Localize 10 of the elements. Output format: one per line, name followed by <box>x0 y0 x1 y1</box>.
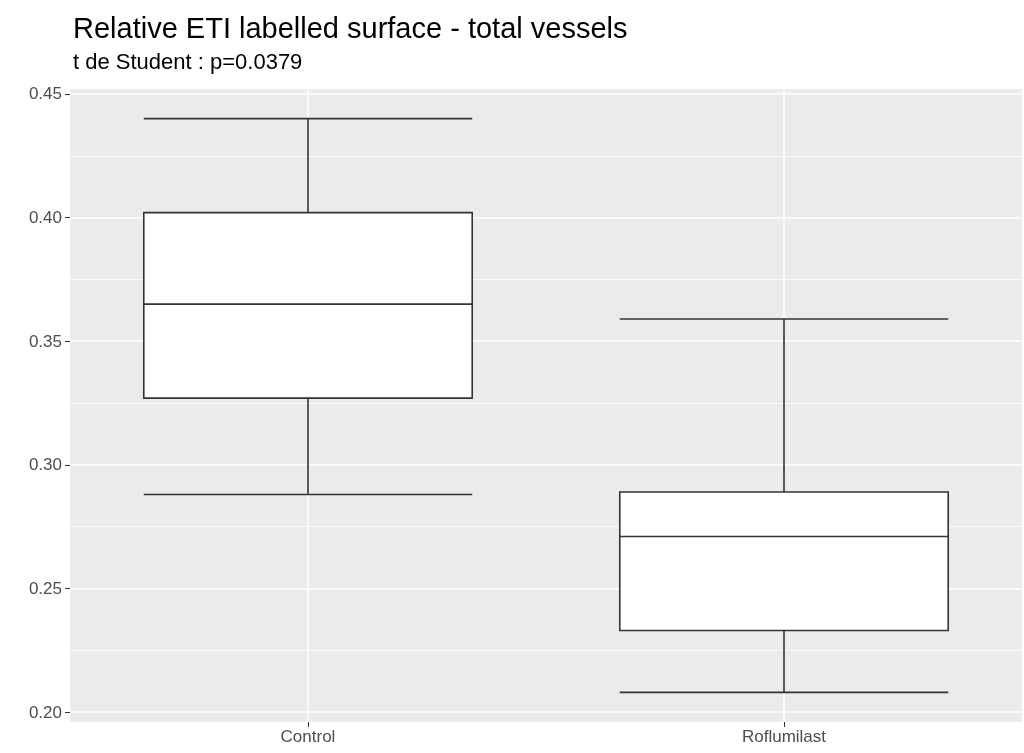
chart-subtitle: t de Student : p=0.0379 <box>73 48 303 74</box>
x-tick-label: Roflumilast <box>741 727 827 746</box>
x-tick-label: Control <box>280 727 336 746</box>
y-tick-label: 0.45 <box>28 84 62 104</box>
y-tick-label: 0.30 <box>28 455 62 475</box>
chart-title: Relative ETI labelled surface - total vessels <box>73 11 628 44</box>
y-tick-label: 0.35 <box>28 331 62 351</box>
y-tick-label: 0.20 <box>28 702 62 722</box>
y-tick-label: 0.25 <box>28 578 62 598</box>
y-tick-label: 0.40 <box>28 208 62 228</box>
